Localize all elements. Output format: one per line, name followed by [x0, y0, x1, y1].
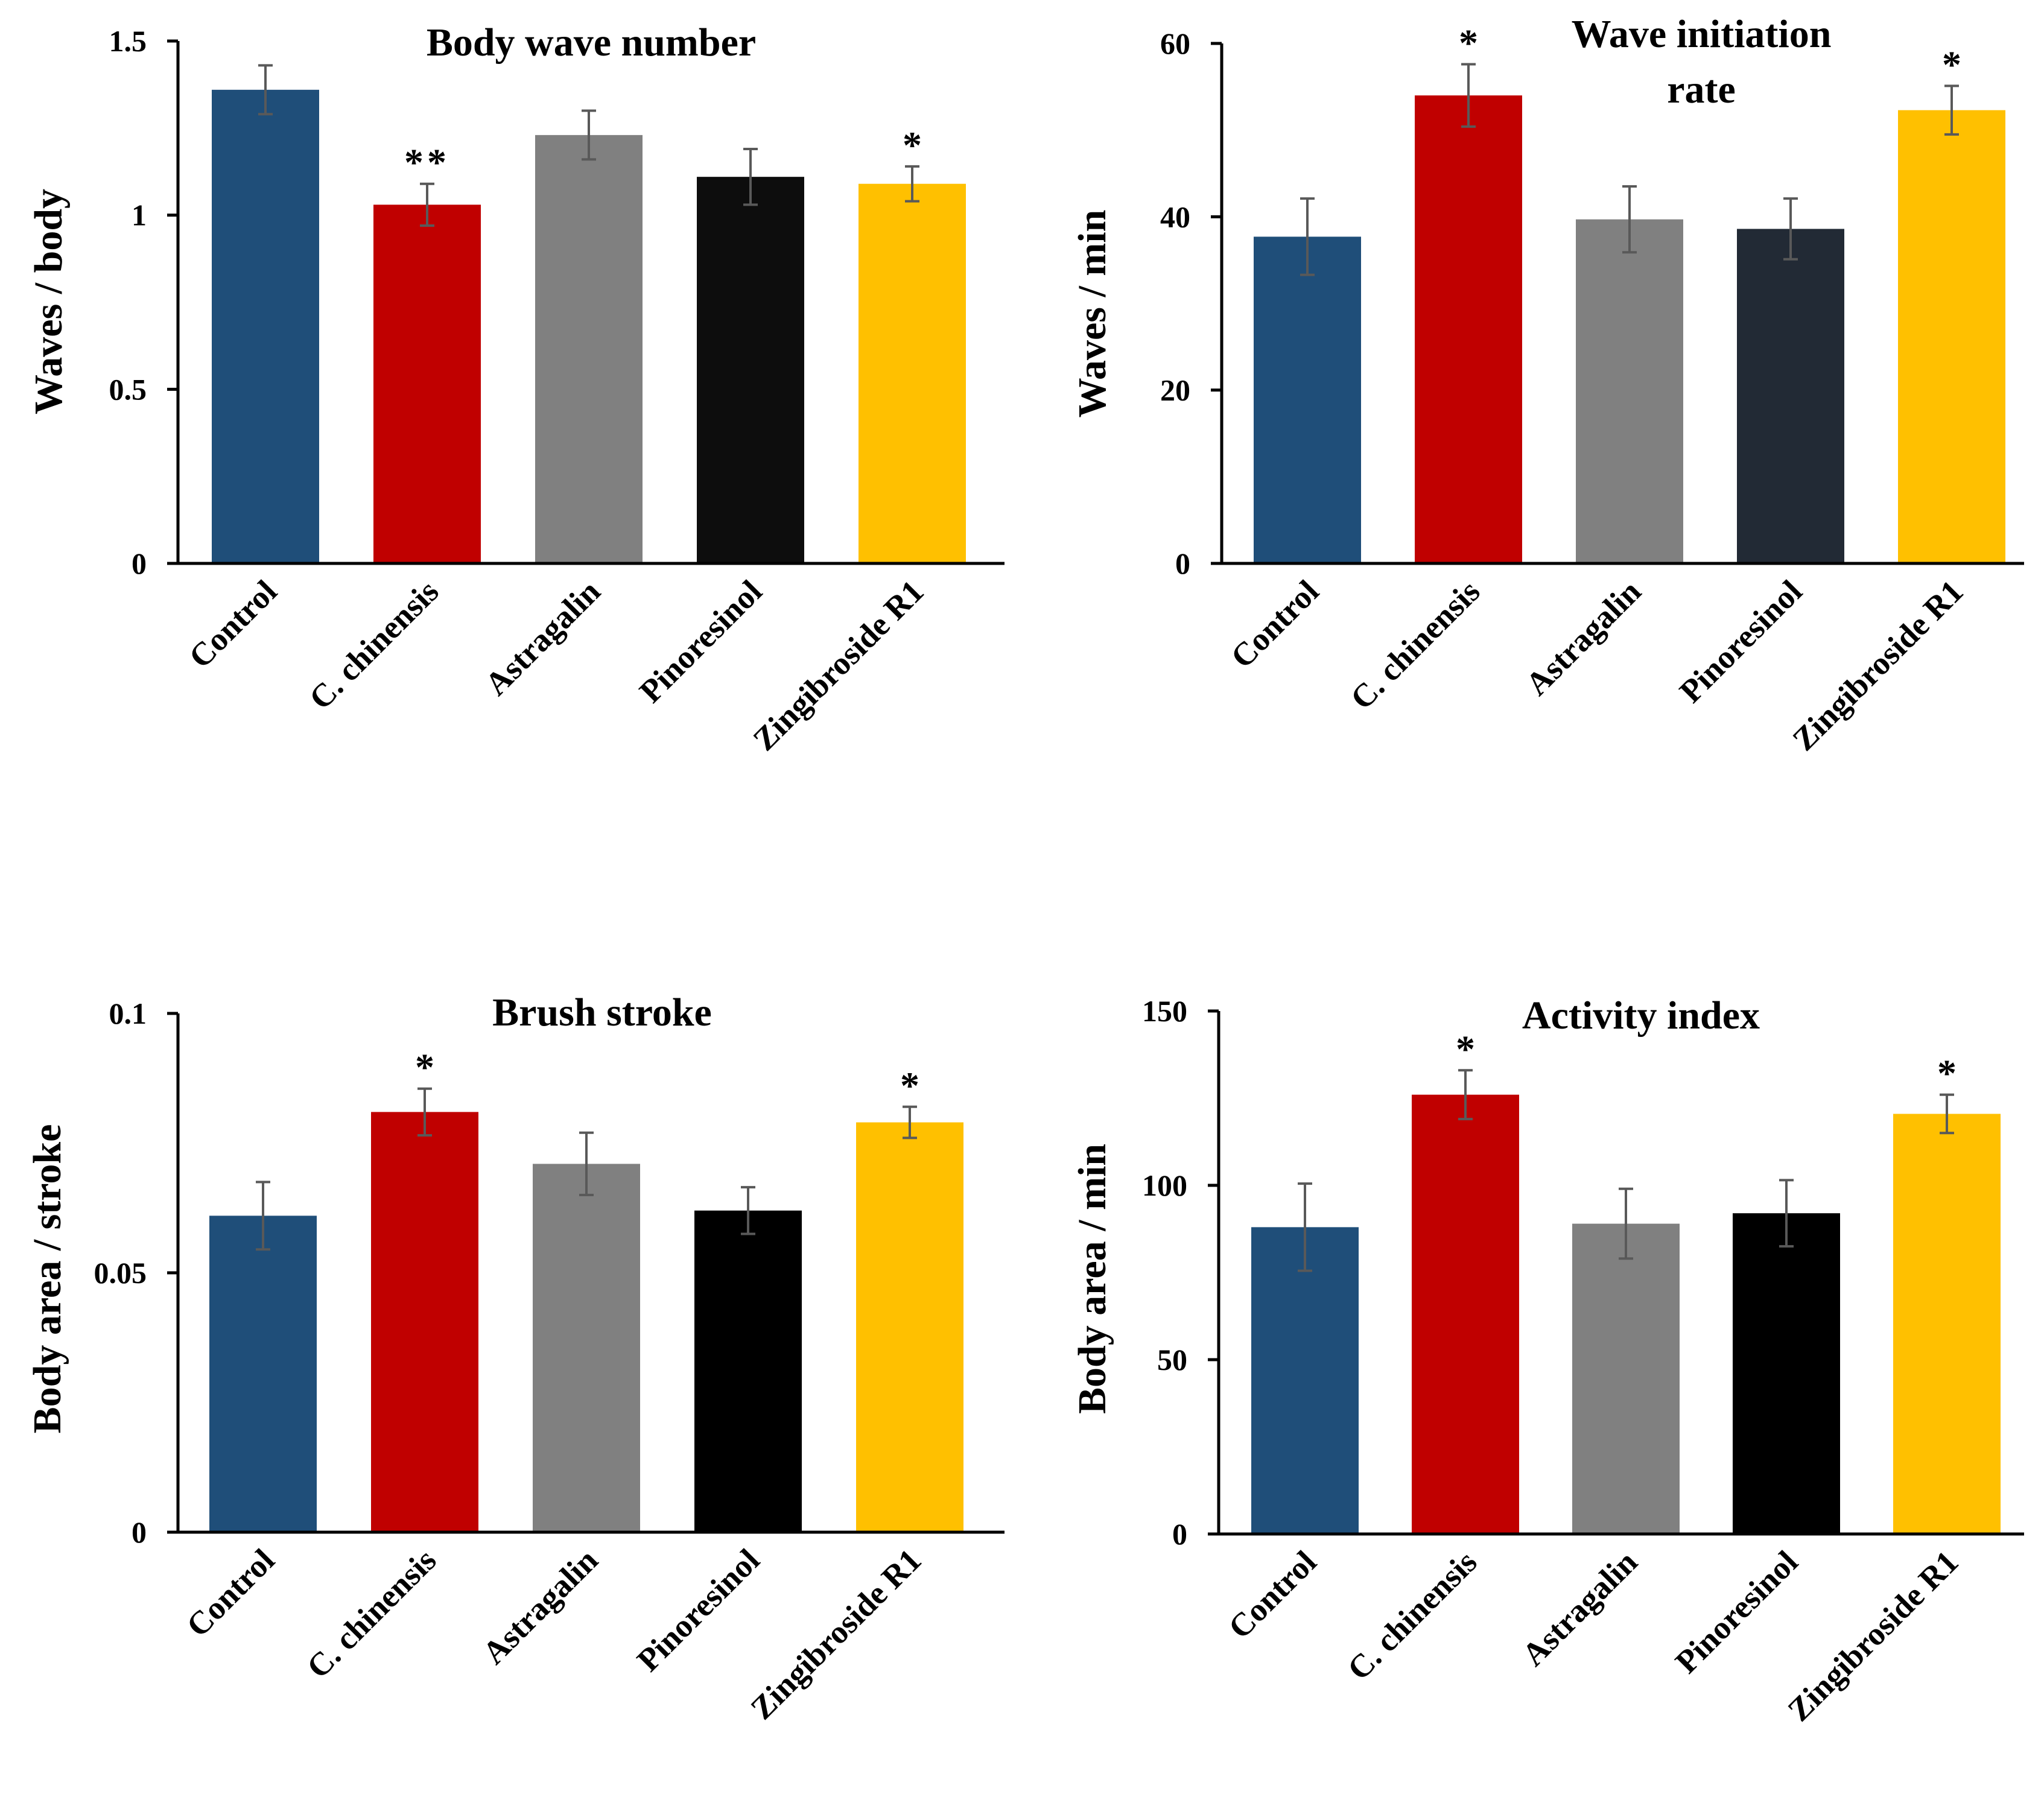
- significance-label-5: *: [1937, 1052, 1957, 1095]
- error-bar-2: [417, 1087, 432, 1137]
- significance-label-2: *: [1459, 21, 1478, 64]
- error-bar-4: [1779, 1179, 1794, 1248]
- chart-title-line-1: Wave initiation: [1572, 12, 1832, 56]
- bar-2: [371, 1112, 478, 1532]
- significance-label-5: *: [900, 1064, 919, 1107]
- y-tick-label: 50: [1157, 1343, 1187, 1377]
- significance-label-2: *: [415, 1046, 434, 1089]
- y-tick-label: 0.1: [109, 997, 147, 1030]
- error-bar-3: [1619, 1187, 1633, 1260]
- y-tick-label: 20: [1160, 373, 1190, 407]
- y-tick-label: 100: [1142, 1168, 1187, 1202]
- bar-4: [697, 177, 804, 563]
- bar-3: [1576, 219, 1683, 564]
- y-tick-label: 0: [132, 547, 147, 580]
- y-tick-label: 150: [1142, 994, 1187, 1028]
- bar-1: [209, 1215, 317, 1532]
- error-bar-2: [1458, 1069, 1473, 1121]
- error-bar-5: [1944, 84, 1959, 136]
- y-axis-title: Body area / stroke: [25, 1124, 69, 1434]
- y-tick-label: 0.05: [94, 1256, 147, 1290]
- error-bar-5: [1940, 1093, 1954, 1135]
- bar-1: [1254, 236, 1361, 563]
- bar-3: [533, 1164, 640, 1532]
- bar-2: [1415, 95, 1522, 563]
- error-bar-1: [1298, 1182, 1312, 1272]
- bar-2: [1412, 1094, 1519, 1534]
- significance-label-2: **: [404, 141, 450, 184]
- y-tick-label: 0.5: [109, 372, 147, 406]
- y-tick-label: 60: [1160, 27, 1190, 60]
- error-bar-2: [1461, 63, 1476, 128]
- bar-1: [1251, 1227, 1359, 1534]
- error-bar-2: [420, 182, 434, 227]
- y-axis-title: Body area / min: [1070, 1144, 1114, 1414]
- error-bar-1: [1300, 197, 1315, 276]
- bar-5: [859, 183, 966, 563]
- y-tick-label: 40: [1160, 200, 1190, 233]
- bar-1: [212, 89, 319, 563]
- y-tick-label: 1.5: [109, 24, 147, 58]
- bar-5: [1893, 1114, 2001, 1534]
- bar-4: [1737, 229, 1844, 563]
- significance-label-2: *: [1456, 1027, 1475, 1070]
- y-tick-label: 0: [132, 1515, 147, 1549]
- error-bar-3: [579, 1131, 594, 1196]
- chart-panel-2: Control*C. chinensis Astragalin Pinoresino…: [1070, 12, 2024, 758]
- error-bar-1: [258, 64, 273, 116]
- error-bar-5: [903, 1105, 917, 1139]
- significance-label-5: *: [1942, 43, 1961, 86]
- bar-4: [694, 1210, 802, 1532]
- y-tick-label: 0: [1172, 1517, 1187, 1551]
- chart-title-line-2: rate: [1667, 68, 1736, 112]
- chart-title: Activity index: [1522, 994, 1760, 1038]
- bar-3: [1572, 1223, 1680, 1534]
- bar-4: [1733, 1213, 1840, 1534]
- y-axis-title: Waves / min: [1070, 210, 1114, 418]
- error-bar-4: [1783, 197, 1798, 261]
- y-tick-label: 1: [132, 198, 147, 232]
- significance-label-5: *: [903, 124, 922, 166]
- bar-5: [1898, 110, 2005, 563]
- chart-title: Brush stroke: [492, 990, 712, 1035]
- chart-panel-3: Control*C. chinensis Astragalin Pinoresino…: [25, 990, 1005, 1726]
- error-bar-5: [905, 165, 919, 203]
- bar-2: [373, 204, 481, 563]
- y-tick-label: 0: [1175, 547, 1190, 580]
- y-axis-title: Waves / body: [27, 189, 71, 414]
- bar-5: [856, 1122, 963, 1532]
- error-bar-4: [741, 1186, 755, 1235]
- error-bar-3: [1622, 185, 1637, 254]
- bar-3: [535, 135, 643, 563]
- error-bar-1: [256, 1181, 270, 1251]
- chart-title: Body wave number: [427, 21, 756, 65]
- error-bar-3: [582, 109, 596, 161]
- error-bar-4: [743, 147, 758, 206]
